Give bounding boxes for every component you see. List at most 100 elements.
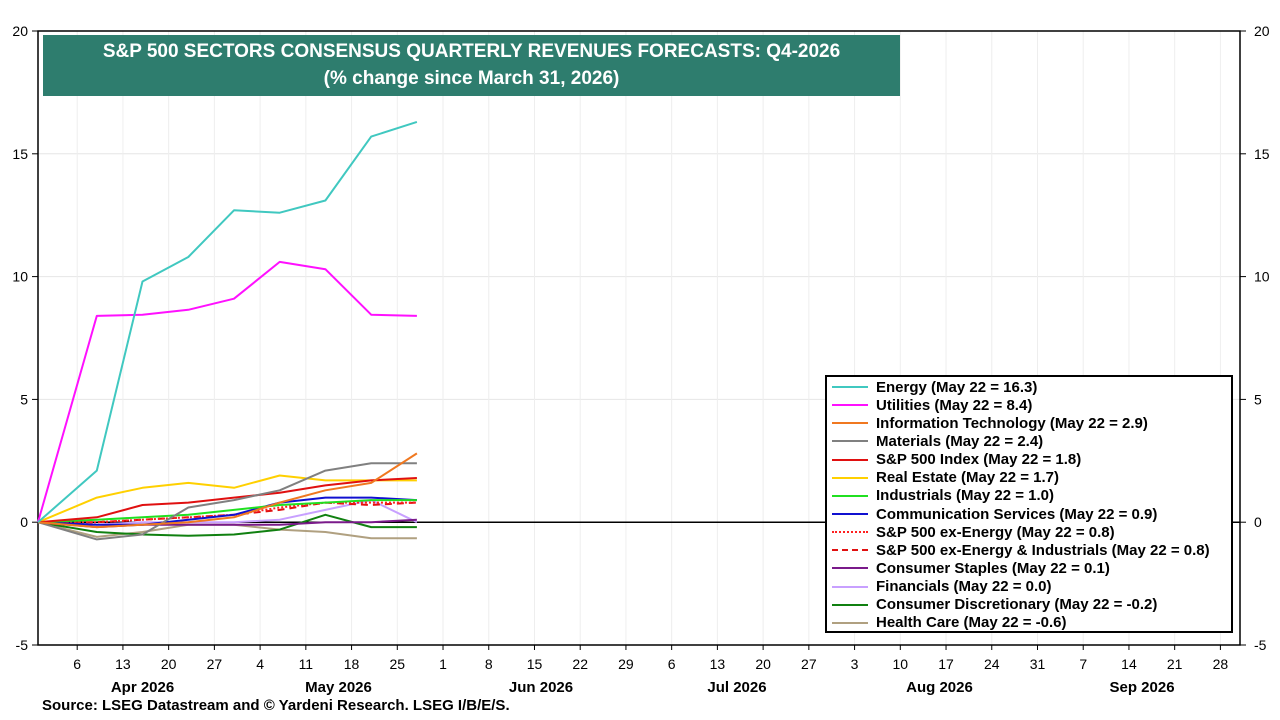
legend-item: Information Technology (May 22 = 2.9) [827,414,1231,432]
chart-subtitle: (% change since March 31, 2026) [323,68,620,89]
y-tick-label-right: -5 [1254,637,1267,653]
x-tick-label: 6 [668,656,676,672]
x-tick-label: 24 [984,656,1000,672]
x-tick-label: 27 [801,656,817,672]
legend: Energy (May 22 = 16.3) Utilities (May 22 … [825,375,1233,633]
legend-label: Communication Services (May 22 = 0.9) [876,505,1158,523]
x-month-label: Jul 2026 [707,679,766,696]
y-tick-label-left: 10 [12,269,28,285]
x-month-label: Sep 2026 [1109,679,1174,696]
x-tick-label: 17 [938,656,954,672]
legend-item: S&P 500 ex-Energy (May 22 = 0.8) [827,523,1231,541]
legend-swatch [832,621,868,624]
y-tick-label-left: -5 [16,637,29,653]
x-tick-label: 20 [161,656,177,672]
legend-swatch [832,585,868,588]
legend-label: S&P 500 ex-Energy (May 22 = 0.8) [876,523,1115,541]
source-note: Source: LSEG Datastream and © Yardeni Re… [42,697,510,714]
legend-swatch [832,603,868,606]
series-line [37,474,417,524]
legend-swatch [832,440,868,443]
x-tick-label: 28 [1213,656,1229,672]
x-tick-label: 13 [710,656,726,672]
legend-swatch [832,476,868,479]
legend-label: Utilities (May 22 = 8.4) [876,396,1033,414]
legend-swatch [832,567,868,570]
plot-frame [37,30,1241,646]
legend-item: Consumer Staples (May 22 = 0.1) [827,559,1231,577]
series-line [37,477,417,524]
x-tick-label: 15 [527,656,543,672]
y-tick-label-left: 20 [12,23,28,39]
legend-label: Financials (May 22 = 0.0) [876,578,1052,596]
series-lines [37,120,418,541]
series-line [37,496,417,526]
legend-label: Materials (May 22 = 2.4) [876,432,1044,450]
x-tick-label: 3 [851,656,859,672]
x-tick-label: 6 [73,656,81,672]
series-line [37,499,417,524]
x-tick-label: 7 [1079,656,1087,672]
legend-item: Health Care (May 22 = -0.6) [827,614,1231,632]
y-tick-label-right: 5 [1254,391,1262,407]
x-tick-label: 22 [572,656,588,672]
x-tick-label: 4 [256,656,264,672]
x-month-label: Jun 2026 [509,679,573,696]
legend-label: Health Care (May 22 = -0.6) [876,614,1067,632]
x-month-label: Aug 2026 [906,679,973,696]
chart-title-line1: S&P 500 SECTORS CONSENSUS QUARTERLY REVE… [102,41,841,62]
legend-item: Financials (May 22 = 0.0) [827,578,1231,596]
series-line [37,462,417,541]
legend-item: S&P 500 Index (May 22 = 1.8) [827,451,1231,469]
x-month-label: Apr 2026 [111,679,174,696]
legend-swatch [832,404,868,407]
legend-label: Energy (May 22 = 16.3) [876,378,1038,396]
x-tick-label: 11 [299,656,314,672]
legend-label: Consumer Discretionary (May 22 = -0.2) [876,596,1158,614]
legend-swatch [832,513,868,516]
legend-label: Real Estate (May 22 = 1.7) [876,469,1060,487]
legend-swatch [832,531,868,534]
y-tick-label-right: 10 [1254,269,1270,285]
legend-swatch [832,386,868,389]
y-tick-label-left: 15 [12,146,28,162]
legend-item: Industrials (May 22 = 1.0) [827,487,1231,505]
x-tick-label: 31 [1030,656,1046,672]
series-line [37,499,418,526]
legend-item: S&P 500 ex-Energy & Industrials (May 22 … [827,541,1231,559]
x-tick-label: 27 [207,656,223,672]
legend-item: Consumer Discretionary (May 22 = -0.2) [827,596,1231,614]
y-tick-label-right: 20 [1254,23,1270,39]
x-tick-label: 25 [390,656,406,672]
y-tick-label-left: 5 [20,391,28,407]
legend-label: S&P 500 Index (May 22 = 1.8) [876,451,1082,469]
x-tick-label: 20 [755,656,771,672]
legend-swatch [832,422,868,425]
legend-item: Materials (May 22 = 2.4) [827,432,1231,450]
y-tick-label-left: 0 [20,514,28,530]
legend-swatch [832,549,868,552]
series-line [37,260,417,523]
legend-item: Energy (May 22 = 16.3) [827,378,1231,396]
legend-swatch [832,458,868,461]
x-tick-label: 10 [893,656,909,672]
legend-item: Utilities (May 22 = 8.4) [827,396,1231,414]
legend-label: Consumer Staples (May 22 = 0.1) [876,559,1110,577]
series-line [37,120,418,523]
x-tick-label: 13 [115,656,131,672]
x-tick-label: 1 [439,656,447,672]
legend-item: Real Estate (May 22 = 1.7) [827,469,1231,487]
legend-label: S&P 500 ex-Energy & Industrials (May 22 … [876,541,1210,559]
legend-item: Communication Services (May 22 = 0.9) [827,505,1231,523]
series-line [37,452,418,529]
x-tick-label: 8 [485,656,493,672]
x-tick-label: 29 [618,656,634,672]
x-tick-label: 21 [1167,656,1183,672]
x-month-label: May 2026 [305,679,372,696]
legend-label: Industrials (May 22 = 1.0) [876,487,1054,505]
x-tick-label: 14 [1121,656,1137,672]
legend-label: Information Technology (May 22 = 2.9) [876,414,1148,432]
chart-title: S&P 500 SECTORS CONSENSUS QUARTERLY REVE… [43,35,900,96]
x-tick-label: 18 [344,656,360,672]
